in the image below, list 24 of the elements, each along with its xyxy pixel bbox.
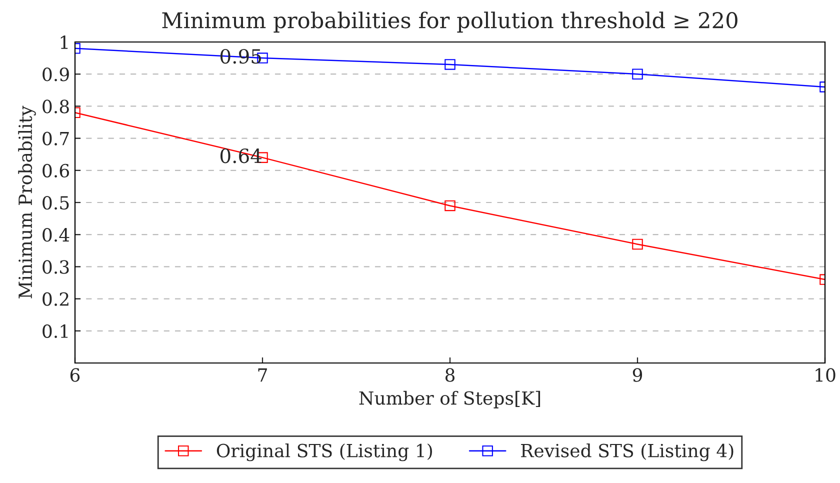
x-tick-label: 7 [258,368,267,382]
y-tick-label: 0.3 [42,260,69,274]
y-tick-label: 0.2 [42,292,68,306]
chart-title: Minimum probabilities for pollution threshold ≥ 220 [162,12,738,33]
y-tick-label: 0.8 [42,100,69,114]
x-axis-title: Number of Steps[K] [359,390,540,408]
point [444,200,456,212]
y-tick-label: 0.6 [42,164,70,178]
legend-label: Revised STS (Listing 4) [521,443,734,462]
point [632,68,643,80]
point [444,59,456,70]
x-tick-label: 10 [816,368,836,382]
y-tick-label: 0.1 [42,324,68,338]
y-tick-label: 0.4 [42,228,70,242]
y-tick-label: 0.5 [42,196,69,210]
x-tick-label: 8 [445,368,455,382]
y-tick-label: 0.7 [42,132,69,146]
y-tick-label: 1 [60,35,68,49]
point [632,238,643,250]
x-tick-label: 9 [632,368,642,382]
y-axis-title: Minimum Probability [18,106,36,298]
x-tick-label: 6 [70,368,80,382]
y-tick-label: 0.9 [42,68,69,82]
legend-label: Original STS (Listing 1) [216,443,432,462]
